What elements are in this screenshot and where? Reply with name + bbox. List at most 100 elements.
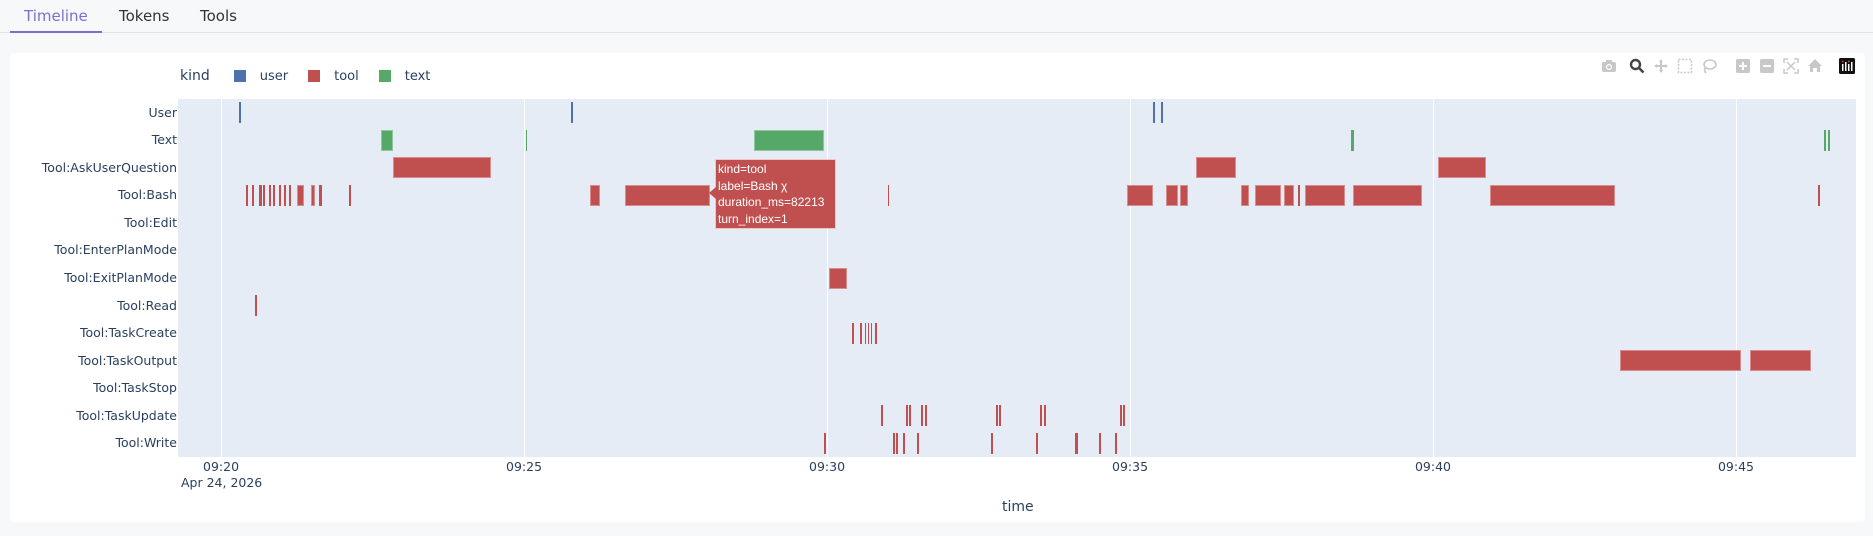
- lasso-icon[interactable]: [1700, 57, 1718, 75]
- timeline-bar-tool[interactable]: [870, 322, 873, 344]
- timeline-bar-tool[interactable]: [1036, 432, 1038, 454]
- legend-item-tool[interactable]: tool: [308, 69, 359, 84]
- timeline-bar-tool[interactable]: [279, 184, 281, 206]
- timeline-bar-tool[interactable]: [1297, 184, 1300, 206]
- timeline-bar-tool[interactable]: [887, 184, 890, 206]
- timeline-bar-tool[interactable]: [1075, 432, 1079, 454]
- timeline-bar-tool[interactable]: [1353, 184, 1423, 206]
- x-tick-label: 09:35: [1112, 459, 1149, 474]
- plotly-logo-icon[interactable]: [1838, 57, 1856, 75]
- zoom-icon[interactable]: [1628, 57, 1646, 75]
- timeline-bar-tool[interactable]: [268, 184, 271, 206]
- timeline-bar-tool[interactable]: [1166, 184, 1178, 206]
- timeline-bar-tool[interactable]: [905, 405, 908, 427]
- timeline-bar-user[interactable]: [239, 102, 242, 124]
- zoom-out-icon[interactable]: [1758, 57, 1776, 75]
- camera-icon[interactable]: [1600, 57, 1618, 75]
- legend-item-user[interactable]: user: [233, 69, 288, 84]
- timeline-bar-tool[interactable]: [262, 184, 265, 206]
- timeline-bar-tool[interactable]: [851, 322, 854, 344]
- timeline-bar-user[interactable]: [571, 102, 574, 124]
- timeline-bar-tool[interactable]: [1126, 184, 1154, 206]
- zoom-in-icon[interactable]: [1734, 57, 1752, 75]
- timeline-bar-tool[interactable]: [1039, 405, 1042, 427]
- timeline-bar-tool[interactable]: [902, 432, 905, 454]
- tab-tools[interactable]: Tools: [200, 7, 237, 25]
- timeline-bar-tool[interactable]: [1437, 157, 1486, 179]
- x-tick-label: 09:40: [1414, 459, 1452, 474]
- tooltip-line-kind: kind=tool: [718, 162, 767, 176]
- timeline-bar-tool[interactable]: [1099, 432, 1101, 454]
- timeline-bar-tool[interactable]: [1489, 184, 1615, 206]
- timeline-bar-tool[interactable]: [1818, 184, 1821, 206]
- timeline-bar-tool[interactable]: [996, 405, 998, 427]
- timeline-bar-tool[interactable]: [1240, 184, 1249, 206]
- timeline-bar-tool[interactable]: [348, 184, 351, 206]
- timeline-bar-tool[interactable]: [999, 405, 1001, 427]
- plot-area[interactable]: [178, 99, 1856, 457]
- y-tick-label: Tool:Read: [117, 297, 177, 313]
- timeline-bar-text[interactable]: [1351, 129, 1355, 151]
- timeline-bar-tool[interactable]: [1619, 350, 1741, 372]
- timeline-bar-tool[interactable]: [917, 432, 920, 454]
- y-tick-label: Tool:TaskUpdate: [76, 407, 177, 423]
- modebar: [1600, 56, 1862, 76]
- timeline-bar-tool[interactable]: [1196, 157, 1237, 179]
- timeline-bar-tool[interactable]: [823, 432, 826, 454]
- legend-item-text[interactable]: text: [378, 69, 430, 84]
- timeline-bar-text[interactable]: [381, 129, 394, 151]
- timeline-bar-tool[interactable]: [258, 184, 263, 206]
- timeline-bar-tool[interactable]: [925, 405, 927, 427]
- timeline-bar-text[interactable]: [754, 129, 824, 151]
- pan-icon[interactable]: [1652, 57, 1670, 75]
- timeline-bar-tool[interactable]: [1043, 405, 1046, 427]
- timeline-bar-tool[interactable]: [1114, 432, 1117, 454]
- timeline-bar-tool[interactable]: [319, 184, 322, 206]
- timeline-bar-tool[interactable]: [920, 405, 923, 427]
- legend-title: kind: [180, 68, 210, 84]
- timeline-bar-tool[interactable]: [296, 184, 305, 206]
- timeline-bar-tool[interactable]: [828, 267, 847, 289]
- timeline-bar-tool[interactable]: [625, 184, 711, 206]
- timeline-bar-text[interactable]: [1828, 129, 1830, 151]
- timeline-bar-tool[interactable]: [1304, 184, 1346, 206]
- timeline-bar-tool[interactable]: [1119, 405, 1122, 427]
- timeline-bar-tool[interactable]: [864, 322, 867, 344]
- timeline-bar-tool[interactable]: [896, 432, 898, 454]
- timeline-bar-tool[interactable]: [893, 432, 895, 454]
- timeline-bar-tool[interactable]: [1749, 350, 1812, 372]
- timeline-bar-tool[interactable]: [393, 157, 492, 179]
- timeline-bar-user[interactable]: [1153, 102, 1155, 124]
- timeline-bar-tool[interactable]: [251, 184, 254, 206]
- timeline-bar-tool[interactable]: [288, 184, 291, 206]
- timeline-bar-tool[interactable]: [991, 432, 994, 454]
- timeline-bar-tool[interactable]: [1283, 184, 1294, 206]
- timeline-bar-tool[interactable]: [310, 184, 315, 206]
- timeline-bar-tool[interactable]: [1122, 405, 1125, 427]
- timeline-bar-tool[interactable]: [880, 405, 883, 427]
- timeline-bar-tool[interactable]: [1179, 184, 1189, 206]
- y-tick-label: Text: [151, 132, 177, 148]
- timeline-bar-user[interactable]: [1160, 102, 1163, 124]
- timeline-bar-tool[interactable]: [1254, 184, 1281, 206]
- tooltip-line-turn: turn_index=1: [718, 211, 788, 226]
- tab-timeline[interactable]: Timeline: [10, 6, 102, 33]
- timeline-bar-tool[interactable]: [590, 184, 600, 206]
- timeline-bar-tool[interactable]: [908, 405, 911, 427]
- legend-swatch-user: [233, 70, 246, 82]
- tab-tokens[interactable]: Tokens: [119, 7, 170, 25]
- timeline-bar-tool[interactable]: [284, 184, 286, 206]
- timeline-bar-tool[interactable]: [273, 184, 275, 206]
- autoscale-icon[interactable]: [1782, 57, 1800, 75]
- timeline-bar-tool[interactable]: [254, 295, 257, 317]
- box-select-icon[interactable]: [1676, 57, 1694, 75]
- tab-bar: Timeline Tokens Tools: [0, 0, 1873, 33]
- timeline-bar-tool[interactable]: [859, 322, 862, 344]
- timeline-bar-tool[interactable]: [867, 322, 870, 344]
- timeline-bar-text[interactable]: [525, 129, 528, 151]
- y-tick-label: User: [148, 104, 178, 120]
- timeline-bar-tool[interactable]: [245, 184, 248, 206]
- reset-axes-icon[interactable]: [1806, 57, 1824, 75]
- timeline-bar-tool[interactable]: [874, 322, 877, 344]
- timeline-bar-text[interactable]: [1823, 129, 1826, 151]
